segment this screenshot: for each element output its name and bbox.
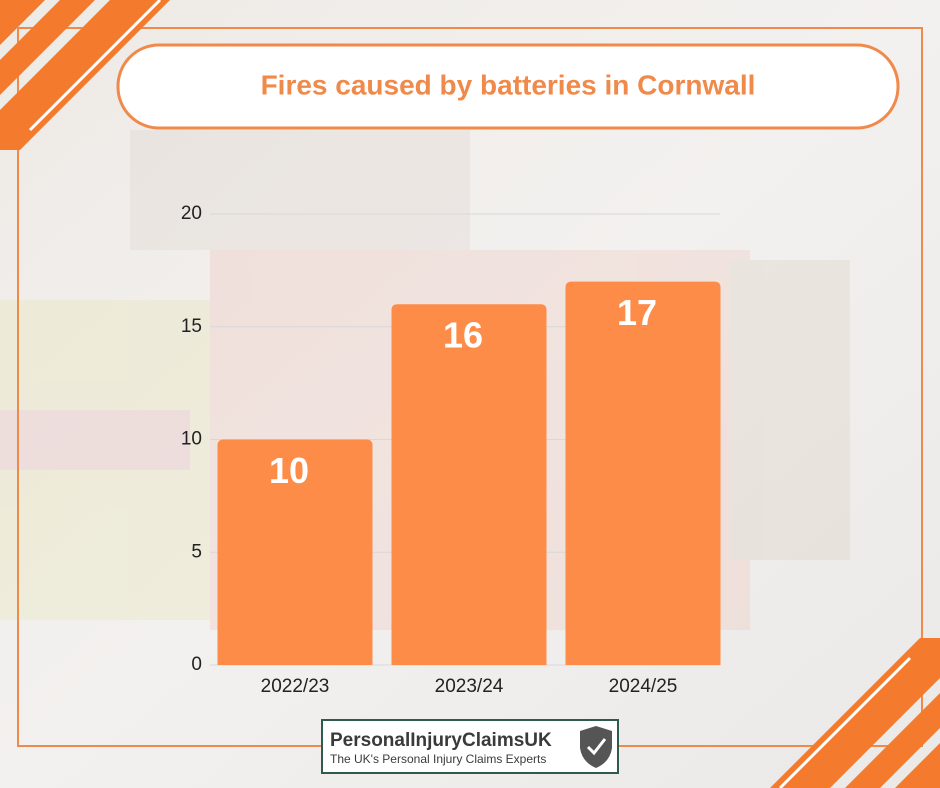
y-tick-label: 10 <box>181 429 202 450</box>
logo-shield <box>580 726 612 768</box>
title-pill <box>116 43 900 130</box>
data-label: 10 <box>269 450 309 491</box>
logo-check <box>586 738 607 756</box>
x-tick-label: 2024/25 <box>609 676 678 697</box>
y-tick-label: 0 <box>191 654 202 675</box>
bar <box>565 281 721 665</box>
chart-title: Fires caused by batteries in Cornwall <box>261 69 756 100</box>
x-tick-label: 2023/24 <box>435 676 504 697</box>
bar <box>217 439 373 665</box>
bar <box>391 304 547 665</box>
x-tick-label: 2022/23 <box>261 676 330 697</box>
data-label: 16 <box>443 315 483 356</box>
logo-name: PersonalInjuryClaimsUK <box>330 730 552 751</box>
data-label: 17 <box>617 292 657 333</box>
logo: PersonalInjuryClaimsUK The UK's Personal… <box>321 719 619 774</box>
y-tick-label: 15 <box>181 316 202 337</box>
logo-box <box>321 719 619 774</box>
y-tick-label: 5 <box>191 541 202 562</box>
logo-tagline: The UK's Personal Injury Claims Experts <box>330 752 546 766</box>
y-tick-label: 20 <box>181 203 202 224</box>
